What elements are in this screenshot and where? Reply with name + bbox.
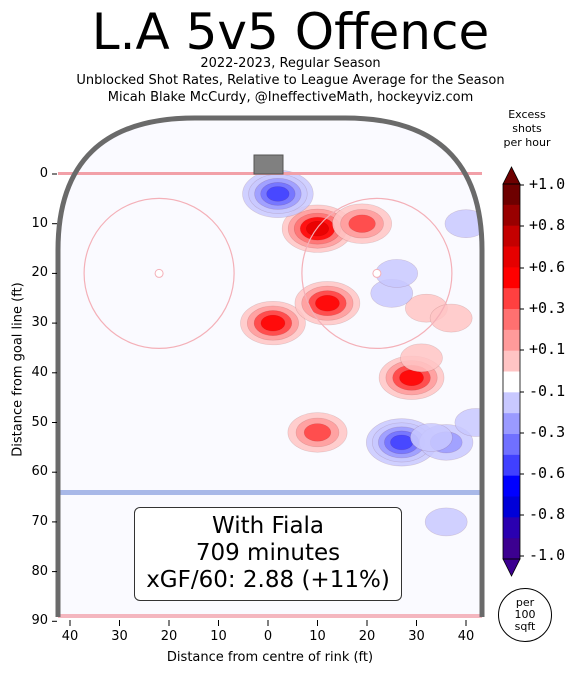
heat-spot xyxy=(240,301,306,346)
heat-spot xyxy=(429,303,473,333)
colorbar-segment xyxy=(503,329,520,352)
faceoff-dot xyxy=(372,268,382,278)
heat-spot xyxy=(424,507,468,537)
subtitle-season: 2022-2023, Regular Season xyxy=(200,56,381,71)
heat-spot xyxy=(242,169,314,218)
colorbar-segment xyxy=(503,413,520,435)
y-tick-label: 10 xyxy=(31,215,48,231)
colorbar-segment xyxy=(503,225,520,247)
colorbar-tick-label: +0.6 xyxy=(529,258,566,276)
x-tick-label: 20 xyxy=(160,629,178,644)
x-tick-label: 10 xyxy=(210,629,227,644)
x-tick-label: 30 xyxy=(111,629,128,644)
x-tick-label: 0 xyxy=(263,629,273,644)
colorbar-tick-label: +1.0 xyxy=(529,175,566,193)
unit-badge: per 100 sqft xyxy=(498,588,552,642)
goal-net xyxy=(253,154,284,175)
info-minutes: 709 minutes xyxy=(195,540,341,566)
y-tick-label: 70 xyxy=(31,513,48,529)
y-tick-label: 0 xyxy=(39,166,48,181)
heat-spot xyxy=(294,281,361,326)
y-tick-label: 20 xyxy=(31,265,48,281)
heat-spot xyxy=(409,423,453,452)
heat-spot xyxy=(332,203,392,244)
colorbar-tick-label: +0.3 xyxy=(529,299,566,317)
heat-spot xyxy=(375,259,419,288)
y-tick-label: 90 xyxy=(31,613,48,629)
x-tick-label: 40 xyxy=(61,629,79,644)
colorbar-segment xyxy=(503,538,520,560)
heat-spot xyxy=(287,412,348,453)
y-tick-label: 30 xyxy=(31,315,48,331)
colorbar-tick-label: -1.0 xyxy=(529,546,566,564)
x-axis-label: Distance from centre of rink (ft) xyxy=(166,650,374,665)
colorbar-segment xyxy=(503,309,520,331)
y-tick-label: 60 xyxy=(31,464,48,480)
colorbar-title: Excess shots per hour xyxy=(497,108,557,150)
unit-line: sqft xyxy=(514,620,536,633)
colorbar-segment xyxy=(503,496,520,518)
colorbar-tick-label: +0.1 xyxy=(529,340,566,358)
info-player: With Fiala xyxy=(211,513,325,539)
colorbar-tick-label: -0.3 xyxy=(529,423,566,441)
blue-line xyxy=(58,490,482,495)
y-tick-label: 40 xyxy=(31,364,48,380)
unit-line: per xyxy=(515,596,535,609)
colorbar-segment xyxy=(503,434,520,456)
rink-boards xyxy=(55,115,485,617)
colorbar-segment xyxy=(503,392,520,414)
faceoff-dot xyxy=(154,268,164,278)
heat-spot xyxy=(444,209,482,239)
colorbar-tick-label: -0.6 xyxy=(529,464,566,482)
heat-spot xyxy=(400,343,443,373)
colorbar-bottom-arrow xyxy=(502,558,521,577)
colorbar-segment xyxy=(503,350,520,372)
subtitle-description: Unblocked Shot Rates, Relative to League… xyxy=(76,73,505,88)
x-tick-label: 40 xyxy=(457,629,475,644)
colorbar-segment xyxy=(503,475,520,497)
x-tick-label: 10 xyxy=(309,629,326,644)
colorbar-title-line: Excess xyxy=(508,108,546,121)
colorbar-tick-label: -0.8 xyxy=(529,505,566,523)
x-tick-label: 30 xyxy=(408,629,425,644)
chart-title: L.A 5v5 Offence xyxy=(91,3,490,61)
colorbar-segment xyxy=(503,184,520,206)
colorbar-segment xyxy=(503,454,520,477)
colorbar-tick-label: +0.8 xyxy=(529,216,566,234)
colorbar-segment xyxy=(503,517,520,539)
centre-line xyxy=(58,614,482,618)
y-axis-label: Distance from goal line (ft) xyxy=(10,282,26,457)
colorbar-segment xyxy=(503,204,520,227)
faceoff-circle xyxy=(301,197,453,349)
y-tick-label: 50 xyxy=(31,414,48,430)
colorbar-segment xyxy=(503,288,520,310)
subtitle-author: Micah Blake McCurdy, @IneffectiveMath, h… xyxy=(107,90,474,105)
colorbar-segment xyxy=(503,267,520,289)
colorbar-tick-label: -0.1 xyxy=(529,382,566,400)
info-box: With Fiala 709 minutes xGF/60: 2.88 (+11… xyxy=(134,507,402,601)
unit-line: 100 xyxy=(514,608,536,621)
colorbar-segment xyxy=(503,371,520,393)
colorbar-top-arrow xyxy=(502,166,521,185)
heat-spot xyxy=(454,408,482,437)
colorbar-title-line: shots xyxy=(512,122,542,135)
y-tick-label: 80 xyxy=(31,563,48,579)
colorbar-segment xyxy=(503,246,520,268)
faceoff-circle xyxy=(83,197,235,349)
info-xgf: xGF/60: 2.88 (+11%) xyxy=(146,567,390,593)
x-tick-label: 20 xyxy=(358,629,376,644)
colorbar-title-line: per hour xyxy=(503,136,551,149)
